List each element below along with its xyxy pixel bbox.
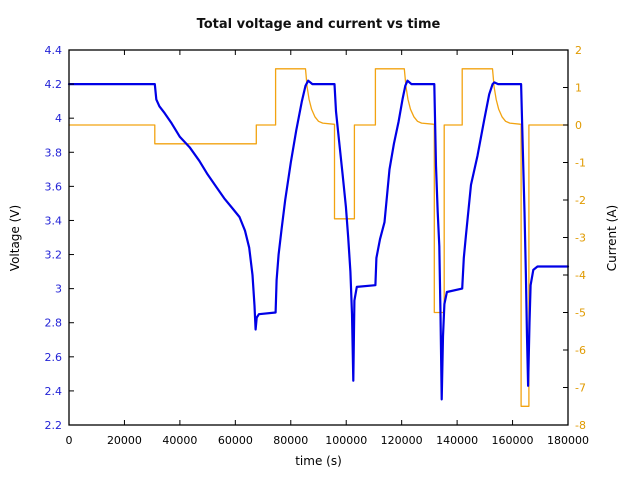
current-line: [68, 68, 569, 407]
x-tick-label: 60000: [218, 434, 253, 447]
y-left-tick-label: 3.6: [45, 180, 63, 193]
x-tick-label: 120000: [381, 434, 423, 447]
x-tick-label: 0: [66, 434, 73, 447]
x-tick-label: 80000: [273, 434, 308, 447]
y-left-tick-label: 4: [55, 112, 62, 125]
y-right-tick-label: -3: [575, 232, 586, 245]
chart-title: Total voltage and current vs time: [196, 17, 441, 32]
y-left-tick-label: 2.2: [45, 419, 63, 432]
y-right-tick-label: -1: [575, 157, 586, 170]
plot-border: [68, 49, 569, 426]
y-right-tick-label: -8: [575, 419, 586, 432]
x-axis-label: time (s): [295, 454, 342, 468]
x-tick-label: 100000: [325, 434, 367, 447]
x-tick-label: 180000: [547, 434, 589, 447]
y-left-tick-label: 3.2: [45, 249, 63, 262]
y-left-tick-label: 3: [55, 283, 62, 296]
y-right-tick-label: -7: [575, 382, 586, 395]
y-right-tick-label: -4: [575, 269, 586, 282]
y-right-tick-label: 2: [575, 44, 582, 57]
y-left-tick-label: 3.4: [45, 214, 63, 227]
y-right-tick-label: 0: [575, 119, 582, 132]
y-right-tick-label: -5: [575, 307, 586, 320]
tick-labels: 0 20000 40000 60000 80000 100000 120000 140000 1…: [45, 44, 590, 447]
x-tick-label: 20000: [107, 434, 142, 447]
voltage-line: [67, 79, 570, 401]
y-left-tick-label: 4.2: [45, 78, 63, 91]
y-left-tick-label: 2.6: [45, 351, 63, 364]
y-right-tick-label: 1: [575, 82, 582, 95]
y-right-tick-label: -2: [575, 194, 586, 207]
series-lines: [67, 68, 570, 407]
x-tick-label: 40000: [162, 434, 197, 447]
y-left-tick-label: 3.8: [45, 146, 63, 159]
y-left-tick-label: 2.4: [45, 385, 63, 398]
x-tick-label: 160000: [492, 434, 534, 447]
y-left-tick-label: 2.8: [45, 317, 63, 330]
tick-marks: [68, 49, 569, 426]
x-tick-label: 140000: [436, 434, 478, 447]
y-right-tick-label: -6: [575, 344, 586, 357]
y-left-tick-label: 4.4: [45, 44, 63, 57]
